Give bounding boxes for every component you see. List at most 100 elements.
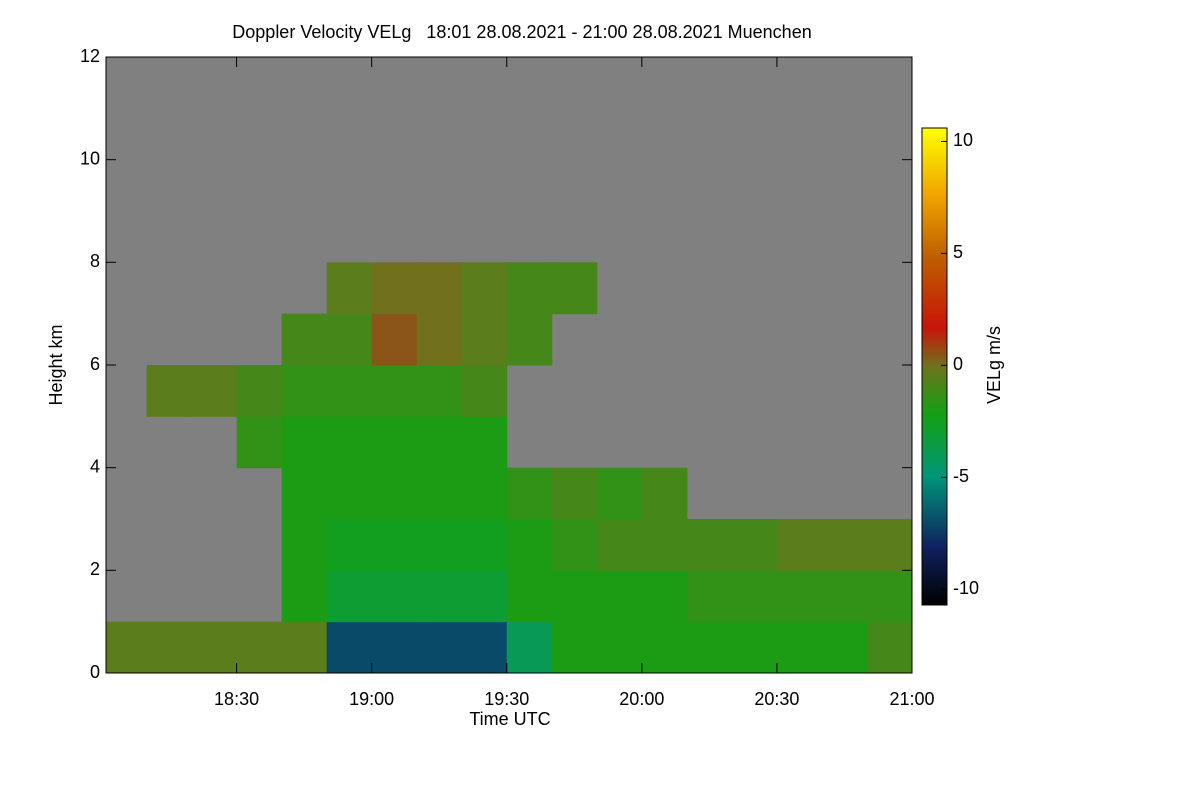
heatmap-cell: [866, 519, 913, 571]
y-tick-label: 8: [90, 251, 100, 271]
heatmap-cell: [281, 570, 328, 623]
x-tick-label: 20:30: [754, 689, 799, 709]
heatmap-cell: [461, 570, 508, 623]
heatmap-cell: [236, 365, 283, 417]
x-tick-label: 18:30: [214, 689, 259, 709]
heatmap-cell: [416, 570, 463, 623]
y-tick-label: 2: [90, 559, 100, 579]
heatmap-cell: [106, 621, 148, 674]
colorbar-tick-label: 10: [953, 130, 973, 150]
heatmap-cell: [326, 262, 373, 315]
heatmap-cell: [281, 365, 328, 417]
heatmap-cell: [506, 570, 553, 623]
heatmap-cell: [461, 416, 508, 469]
heatmap-cell: [596, 621, 643, 674]
heatmap-cell: [506, 262, 553, 315]
heatmap-cell: [641, 570, 688, 623]
heatmap-cell: [416, 365, 463, 417]
x-tick-label: 19:00: [349, 689, 394, 709]
heatmap-cell: [866, 621, 913, 674]
heatmap-cell: [686, 621, 733, 674]
heatmap-cell: [416, 467, 463, 520]
colorbar-tick-label: -5: [953, 466, 969, 486]
heatmap-cell: [281, 621, 328, 674]
heatmap-cell: [191, 365, 238, 417]
heatmap-cell: [416, 621, 463, 674]
heatmap-cell: [641, 519, 688, 571]
heatmap-cell: [281, 467, 328, 520]
heatmap-cell: [551, 467, 598, 520]
heatmap-cell: [236, 621, 283, 674]
y-tick-label: 0: [90, 662, 100, 682]
colorbar-tick-label: 0: [953, 354, 963, 374]
chart-title: Doppler Velocity VELg 18:01 28.08.2021 -…: [232, 22, 811, 42]
heatmap-cell: [641, 621, 688, 674]
x-tick-label: 20:00: [619, 689, 664, 709]
heatmap-cell: [461, 313, 508, 366]
heatmap-cell: [731, 519, 778, 571]
heatmap-cell: [326, 365, 373, 417]
heatmap-cell: [371, 313, 418, 366]
heatmap-cell: [821, 621, 868, 674]
heatmap-cell: [236, 416, 283, 469]
y-axis-label: Height km: [46, 324, 66, 405]
x-tick-label: 21:00: [889, 689, 934, 709]
heatmap-cell: [731, 621, 778, 674]
heatmap-cell: [461, 262, 508, 315]
heatmap-cell: [551, 262, 598, 315]
colorbar-tick-label: -10: [953, 578, 979, 598]
heatmap-cell: [551, 621, 598, 674]
y-tick-label: 6: [90, 354, 100, 374]
heatmap-cell: [326, 519, 373, 571]
heatmap-cell: [551, 570, 598, 623]
heatmap-cell: [326, 467, 373, 520]
heatmap-cell: [686, 570, 733, 623]
heatmap-cell: [416, 519, 463, 571]
y-tick-label: 12: [80, 46, 100, 66]
heatmap-cell: [506, 313, 553, 366]
heatmap-cell: [371, 467, 418, 520]
heatmap-cell: [461, 621, 508, 674]
y-tick-label: 10: [80, 148, 100, 168]
heatmap-cell: [416, 416, 463, 469]
heatmap-cell: [776, 519, 823, 571]
heatmap-cell: [416, 262, 463, 315]
x-axis-label: Time UTC: [469, 709, 550, 729]
heatmap-cell: [461, 467, 508, 520]
heatmap-cell: [146, 365, 193, 417]
heatmap-cell: [326, 313, 373, 366]
heatmap-cell: [866, 570, 913, 623]
heatmap-cell: [281, 313, 328, 366]
heatmap-cell: [506, 621, 553, 674]
heatmap-cell: [146, 621, 193, 674]
heatmap-cell: [506, 467, 553, 520]
heatmap-cell: [371, 416, 418, 469]
colorbar-tick-label: 5: [953, 242, 963, 262]
heatmap-cell: [776, 570, 823, 623]
heatmap-cell: [326, 570, 373, 623]
heatmap-cell: [326, 416, 373, 469]
heatmap-cell: [731, 570, 778, 623]
heatmap-cell: [641, 467, 688, 520]
colorbar-label: VELg m/s: [984, 326, 1004, 404]
heatmap-cell: [506, 519, 553, 571]
heatmap-cell: [461, 365, 508, 417]
heatmap-cell: [281, 416, 328, 469]
heatmap-cell: [821, 519, 868, 571]
heatmap-cell: [371, 365, 418, 417]
x-tick-label: 19:30: [484, 689, 529, 709]
heatmap-cell: [596, 467, 643, 520]
colorbar: [921, 127, 948, 606]
heatmap-cell: [776, 621, 823, 674]
y-tick-label: 4: [90, 456, 100, 476]
heatmap-cell: [191, 621, 238, 674]
heatmap-cell: [596, 570, 643, 623]
heatmap-cell: [461, 519, 508, 571]
heatmap-cell: [281, 519, 328, 571]
heatmap-cell: [371, 570, 418, 623]
heatmap-cell: [686, 519, 733, 571]
heatmap-cell: [326, 621, 373, 674]
heatmap-cell: [416, 313, 463, 366]
